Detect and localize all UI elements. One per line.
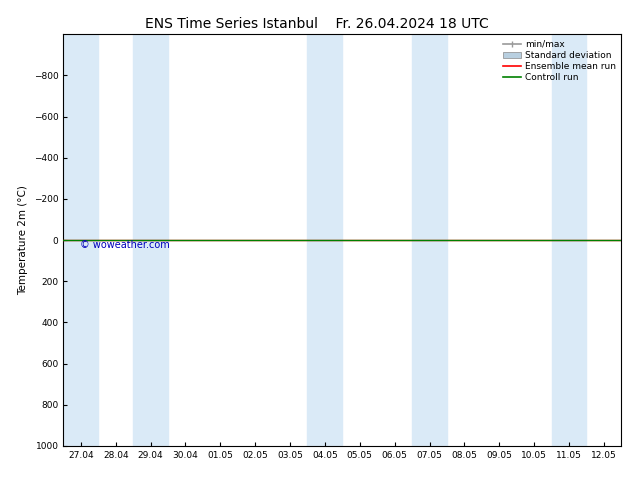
Bar xyxy=(63,34,98,446)
Bar xyxy=(552,34,586,446)
Text: © woweather.com: © woweather.com xyxy=(80,240,170,250)
Legend: min/max, Standard deviation, Ensemble mean run, Controll run: min/max, Standard deviation, Ensemble me… xyxy=(500,36,619,86)
Bar xyxy=(133,34,168,446)
Text: ENS Time Series Istanbul    Fr. 26.04.2024 18 UTC: ENS Time Series Istanbul Fr. 26.04.2024 … xyxy=(145,17,489,31)
Bar xyxy=(412,34,447,446)
Y-axis label: Temperature 2m (°C): Temperature 2m (°C) xyxy=(18,185,29,295)
Bar xyxy=(307,34,342,446)
